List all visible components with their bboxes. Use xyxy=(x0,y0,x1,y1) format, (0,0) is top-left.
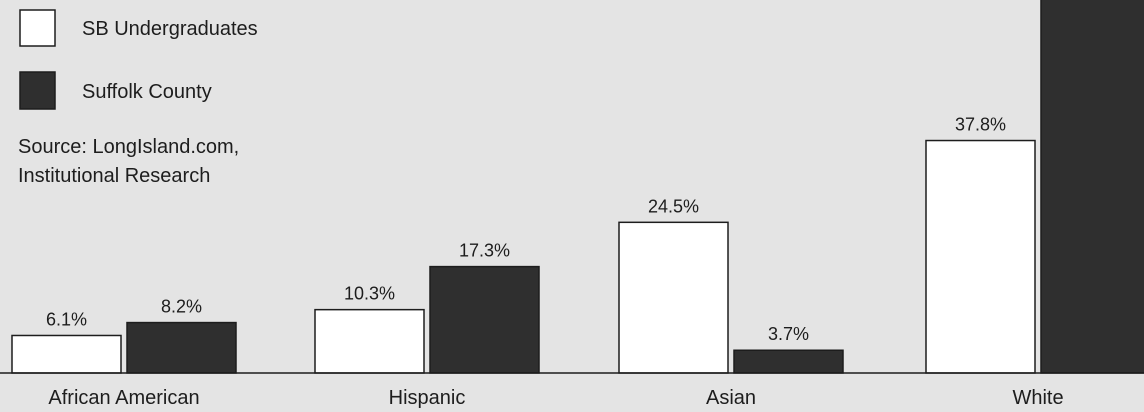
legend-label-sb-undergraduates: SB Undergraduates xyxy=(82,18,258,40)
data-label-sb-undergraduates-hispanic: 10.3% xyxy=(344,284,395,304)
data-label-suffolk-county-hispanic: 17.3% xyxy=(459,241,510,261)
bar-suffolk-county-white xyxy=(1040,0,1144,374)
data-label-suffolk-county-african-american: 8.2% xyxy=(161,297,202,317)
legend-swatch-suffolk-county xyxy=(19,71,56,110)
source-note-line-1: Source: LongIsland.com, xyxy=(18,136,239,158)
bar-suffolk-county-asian xyxy=(733,349,844,374)
source-note-line-2: Institutional Research xyxy=(18,165,210,187)
data-label-sb-undergraduates-white: 37.8% xyxy=(955,115,1006,135)
data-label-sb-undergraduates-asian: 24.5% xyxy=(648,196,699,216)
x-tick-label-african-american: African American xyxy=(48,387,199,409)
x-tick-label-hispanic: Hispanic xyxy=(389,387,466,409)
bar-suffolk-county-hispanic xyxy=(429,265,540,374)
x-tick-label-asian: Asian xyxy=(706,387,756,409)
x-axis-tick-labels: African American Hispanic Asian White xyxy=(48,387,1063,409)
legend-label-suffolk-county: Suffolk County xyxy=(82,81,212,103)
bar-suffolk-county-african-american xyxy=(126,321,237,374)
bar-sb-undergraduates-white xyxy=(925,139,1036,374)
x-tick-label-white: White xyxy=(1012,387,1063,409)
bars: 6.1% 8.2% 10.3% 17.3% 24.5% 3.7% 37.8% xyxy=(11,0,1144,374)
source-note: Source: LongIsland.com, Institutional Re… xyxy=(18,136,239,187)
data-label-sb-undergraduates-african-american: 6.1% xyxy=(46,309,87,329)
data-label-suffolk-county-asian: 3.7% xyxy=(768,324,809,344)
bar-sb-undergraduates-hispanic xyxy=(314,308,425,374)
legend: SB Undergraduates Suffolk County xyxy=(19,9,258,110)
bar-sb-undergraduates-african-american xyxy=(11,334,122,374)
legend-swatch-sb-undergraduates xyxy=(19,9,56,47)
bar-sb-undergraduates-asian xyxy=(618,221,729,374)
